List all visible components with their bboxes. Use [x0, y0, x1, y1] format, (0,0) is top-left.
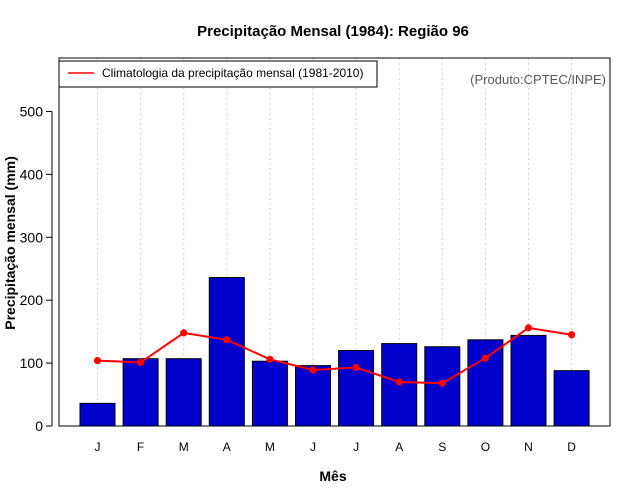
y-axis: 0 100 200 300 400 500: [20, 103, 53, 434]
y-tick-label-5: 500: [20, 103, 44, 119]
legend: Climatologia da precipitação mensal (198…: [58, 60, 378, 88]
x-tick-label-11: D: [567, 440, 576, 454]
y-axis-title: Precipitação mensal (mm): [2, 156, 18, 330]
climatology-point-8: [438, 379, 446, 387]
climatology-point-4: [266, 355, 274, 363]
y-tick-label-3: 300: [20, 229, 44, 245]
legend-box: [58, 60, 378, 88]
y-tick-label-1: 100: [20, 355, 44, 371]
x-tick-label-2: M: [179, 440, 189, 454]
x-tick-label-1: F: [137, 440, 144, 454]
y-tick-label-0: 0: [35, 418, 43, 434]
bar-9: [467, 339, 504, 427]
x-tick-label-7: A: [395, 440, 403, 454]
x-tick-label-6: J: [353, 440, 359, 454]
climatology-point-5: [309, 366, 317, 374]
climatology-point-2: [180, 329, 188, 337]
bar-10: [510, 334, 547, 427]
bar-7: [381, 343, 418, 427]
bar-2: [165, 358, 202, 427]
climatology-polyline: [97, 326, 572, 385]
climatology-point-0: [93, 356, 102, 365]
bar-1: [122, 358, 159, 427]
bar-11: [553, 370, 590, 427]
chart-title: Precipitação Mensal (1984): Região 96: [197, 23, 469, 40]
bars: [79, 277, 590, 427]
climatology-line: [93, 324, 576, 387]
x-tick-label-0: J: [95, 440, 101, 454]
plot-frame: [58, 57, 611, 427]
bar-4: [251, 360, 288, 427]
x-tick-label-4: M: [265, 440, 275, 454]
legend-label: Climatologia da precipitação mensal (198…: [102, 66, 363, 80]
climatology-point-7: [395, 378, 403, 386]
bar-3: [208, 277, 245, 427]
source-annotation: (Produto:CPTEC/INPE): [470, 72, 606, 87]
bar-0: [79, 402, 116, 427]
x-tick-label-5: J: [310, 440, 316, 454]
y-tick-label-4: 400: [20, 166, 44, 182]
x-tick-label-8: S: [438, 440, 446, 454]
climatology-point-6: [352, 363, 360, 372]
climatology-point-11: [568, 331, 576, 339]
bar-6: [338, 350, 375, 427]
climatology-point-3: [223, 336, 231, 344]
bar-5: [295, 365, 331, 427]
x-tick-label-10: N: [524, 440, 533, 454]
climatology-point-1: [137, 358, 145, 367]
climatology-point-10: [524, 324, 533, 332]
climatology-point-9: [481, 354, 489, 362]
x-axis-title: Mês: [319, 468, 346, 484]
x-tick-label-9: O: [481, 440, 490, 454]
x-tick-label-3: A: [223, 440, 231, 454]
y-tick-label-2: 200: [20, 292, 44, 308]
